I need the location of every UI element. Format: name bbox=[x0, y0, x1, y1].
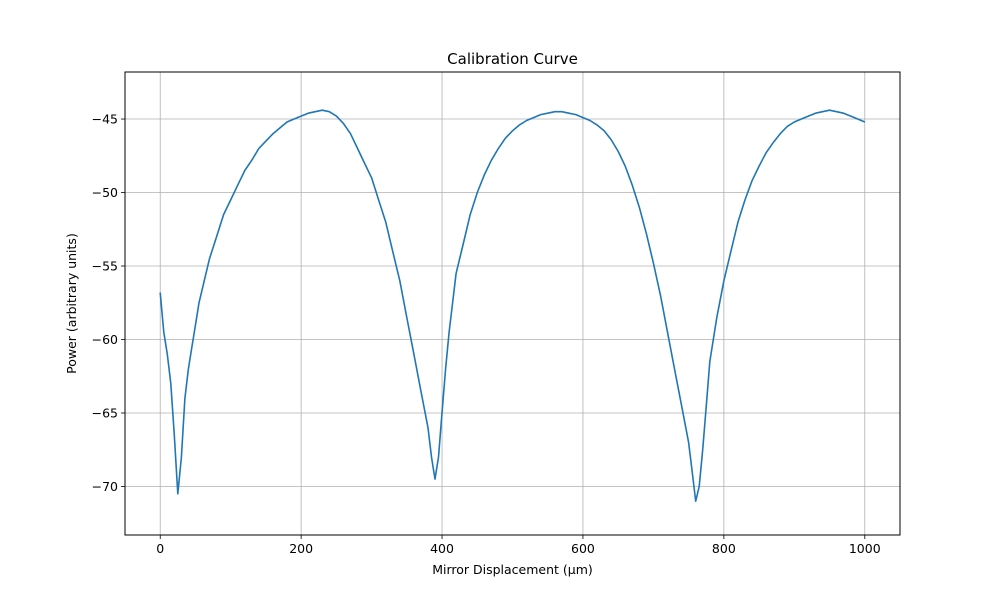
x-tick-label: 0 bbox=[156, 541, 164, 556]
x-tick-label: 600 bbox=[571, 541, 595, 556]
y-axis-label: Power (arbitrary units) bbox=[64, 233, 79, 374]
series-line bbox=[159, 109, 866, 503]
grid bbox=[125, 72, 900, 535]
y-tick-label: −50 bbox=[92, 185, 118, 200]
x-tick-label: 800 bbox=[712, 541, 736, 556]
y-tick-label: −55 bbox=[92, 259, 118, 274]
y-tick-label: −60 bbox=[92, 332, 118, 347]
ticks: 0 200 400 600 800 1000 −45 −50 −55 −60 −65 −70 bbox=[92, 112, 881, 556]
x-tick-label: 1000 bbox=[849, 541, 881, 556]
chart-title: Calibration Curve bbox=[447, 50, 578, 68]
y-tick-label: −65 bbox=[92, 406, 118, 421]
x-tick-label: 200 bbox=[289, 541, 313, 556]
x-tick-label: 400 bbox=[430, 541, 454, 556]
x-axis-label: Mirror Displacement (μm) bbox=[432, 562, 593, 577]
y-tick-label: −45 bbox=[92, 112, 118, 127]
y-tick-label: −70 bbox=[92, 479, 118, 494]
plot-area bbox=[159, 109, 866, 503]
axes-frame bbox=[124, 71, 901, 536]
